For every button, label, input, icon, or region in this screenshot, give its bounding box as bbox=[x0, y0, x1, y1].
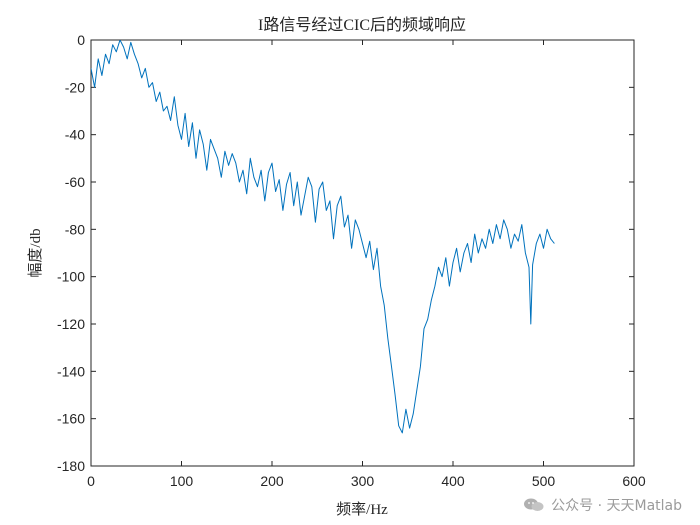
y-tick-label: -60 bbox=[65, 174, 85, 190]
x-tick-label: 200 bbox=[260, 473, 284, 489]
series-line bbox=[91, 40, 555, 434]
watermark-text: 公众号 · 天天Matlab bbox=[551, 498, 682, 514]
x-tick-label: 500 bbox=[532, 473, 556, 489]
y-tick-label: -20 bbox=[65, 79, 85, 95]
watermark: 公众号 · 天天Matlab bbox=[523, 495, 682, 515]
x-tick-label: 100 bbox=[170, 473, 194, 489]
x-tick-label: 0 bbox=[87, 473, 95, 489]
x-axis-label: 频率/Hz bbox=[336, 501, 388, 518]
y-tick-label: -180 bbox=[57, 458, 85, 474]
x-tick-label: 400 bbox=[441, 473, 465, 489]
wechat-icon bbox=[524, 498, 544, 511]
axes: 0 100 200 300 400 500 600 0 -20 -40 -60 -80 -100 -120… bbox=[57, 32, 646, 489]
x-tick-label: 300 bbox=[351, 473, 375, 489]
y-axis-label: 幅度/db bbox=[27, 228, 44, 277]
y-tick-label: -120 bbox=[57, 316, 85, 332]
axes-box bbox=[90, 39, 635, 467]
y-tick-label: -80 bbox=[65, 221, 85, 237]
plot-area bbox=[91, 40, 555, 434]
y-tick-label: -40 bbox=[65, 127, 85, 143]
y-tick-label: 0 bbox=[77, 32, 85, 48]
x-tick-label: 600 bbox=[622, 473, 646, 489]
y-tick-label: -160 bbox=[57, 411, 85, 427]
y-tick-label: -100 bbox=[57, 269, 85, 285]
y-tick-label: -140 bbox=[57, 363, 85, 379]
chart-title: I路信号经过CIC后的频域响应 bbox=[258, 15, 466, 34]
